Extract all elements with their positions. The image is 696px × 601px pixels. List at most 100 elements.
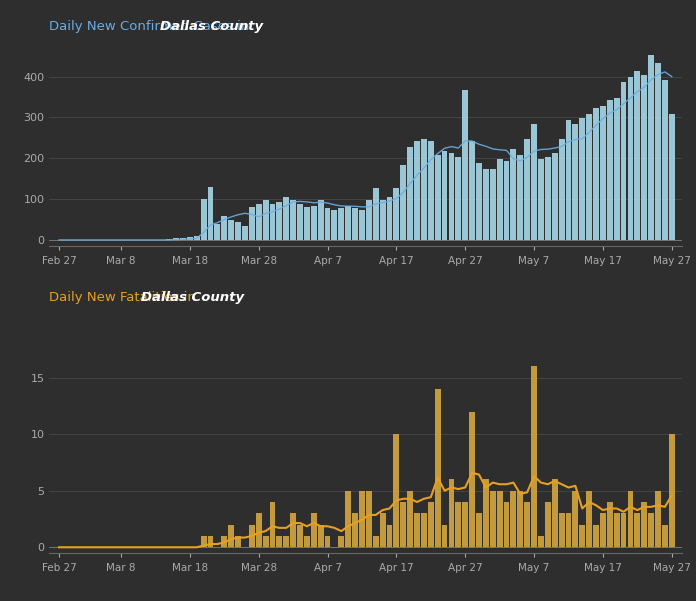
- Bar: [255, 204, 262, 240]
- Bar: [469, 412, 475, 548]
- Bar: [476, 163, 482, 240]
- Bar: [262, 200, 269, 240]
- Bar: [249, 525, 255, 548]
- Bar: [180, 238, 186, 240]
- Bar: [662, 79, 667, 240]
- Bar: [304, 207, 310, 240]
- Bar: [366, 490, 372, 548]
- Bar: [200, 536, 207, 548]
- Bar: [297, 525, 303, 548]
- Text: Dallas County: Dallas County: [160, 20, 263, 33]
- Bar: [421, 513, 427, 548]
- Bar: [607, 502, 612, 548]
- Bar: [214, 224, 221, 240]
- Bar: [414, 513, 420, 548]
- Bar: [510, 490, 516, 548]
- Bar: [655, 490, 661, 548]
- Bar: [380, 200, 386, 240]
- Bar: [428, 141, 434, 240]
- Bar: [586, 490, 592, 548]
- Bar: [380, 513, 386, 548]
- Bar: [572, 124, 578, 240]
- Bar: [262, 536, 269, 548]
- Bar: [538, 159, 544, 240]
- Bar: [455, 157, 461, 240]
- Bar: [207, 536, 214, 548]
- Bar: [352, 208, 358, 240]
- Bar: [490, 490, 496, 548]
- Bar: [462, 90, 468, 240]
- Bar: [538, 536, 544, 548]
- Bar: [407, 490, 413, 548]
- Bar: [552, 153, 557, 240]
- Bar: [593, 525, 599, 548]
- Bar: [483, 169, 489, 240]
- Bar: [373, 188, 379, 240]
- Bar: [524, 139, 530, 240]
- Bar: [338, 536, 345, 548]
- Bar: [359, 210, 365, 240]
- Bar: [324, 208, 331, 240]
- Bar: [621, 513, 626, 548]
- Bar: [448, 153, 454, 240]
- Bar: [173, 239, 179, 240]
- Bar: [586, 114, 592, 240]
- Bar: [614, 513, 619, 548]
- Bar: [579, 118, 585, 240]
- Bar: [600, 513, 606, 548]
- Bar: [400, 502, 406, 548]
- Bar: [414, 141, 420, 240]
- Bar: [545, 157, 551, 240]
- Bar: [269, 502, 276, 548]
- Bar: [579, 525, 585, 548]
- Text: Dallas County: Dallas County: [141, 290, 244, 304]
- Bar: [228, 525, 234, 548]
- Bar: [435, 389, 441, 548]
- Bar: [311, 513, 317, 548]
- Bar: [166, 239, 172, 240]
- Bar: [269, 204, 276, 240]
- Bar: [435, 155, 441, 240]
- Bar: [331, 210, 338, 240]
- Text: Daily New Confirmed Cases in: Daily New Confirmed Cases in: [49, 20, 253, 33]
- Bar: [455, 502, 461, 548]
- Bar: [517, 490, 523, 548]
- Bar: [524, 502, 530, 548]
- Bar: [373, 536, 379, 548]
- Bar: [283, 198, 289, 240]
- Bar: [297, 204, 303, 240]
- Bar: [504, 502, 509, 548]
- Bar: [442, 525, 448, 548]
- Bar: [607, 100, 612, 240]
- Bar: [290, 513, 296, 548]
- Bar: [221, 536, 227, 548]
- Bar: [669, 114, 674, 240]
- Bar: [386, 198, 393, 240]
- Bar: [221, 216, 227, 240]
- Bar: [255, 513, 262, 548]
- Bar: [531, 366, 537, 548]
- Bar: [614, 98, 619, 240]
- Bar: [462, 502, 468, 548]
- Bar: [442, 151, 448, 240]
- Bar: [552, 480, 557, 548]
- Bar: [359, 490, 365, 548]
- Bar: [669, 434, 674, 548]
- Bar: [559, 139, 564, 240]
- Bar: [448, 480, 454, 548]
- Bar: [483, 480, 489, 548]
- Bar: [407, 147, 413, 240]
- Bar: [318, 200, 324, 240]
- Bar: [469, 141, 475, 240]
- Bar: [635, 72, 640, 240]
- Bar: [421, 139, 427, 240]
- Bar: [207, 187, 214, 240]
- Bar: [641, 502, 647, 548]
- Bar: [393, 188, 400, 240]
- Bar: [311, 206, 317, 240]
- Bar: [648, 513, 654, 548]
- Bar: [338, 208, 345, 240]
- Bar: [600, 106, 606, 240]
- Bar: [635, 513, 640, 548]
- Bar: [428, 502, 434, 548]
